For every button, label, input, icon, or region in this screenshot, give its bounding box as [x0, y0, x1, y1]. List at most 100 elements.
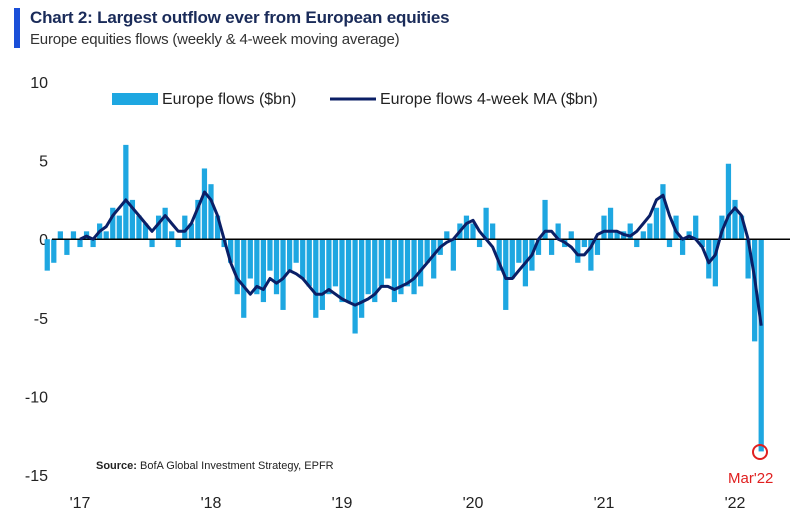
flow-bar [195, 199, 201, 240]
flow-bar [385, 239, 391, 279]
flow-bar [228, 239, 234, 263]
flow-bar [149, 239, 155, 248]
x-axis-labels: '17 '18 '19 '20 '21 '22 [70, 495, 746, 512]
flow-bar [175, 239, 181, 248]
flow-bar [345, 239, 352, 303]
flow-bar [725, 163, 732, 240]
flow-bar [699, 239, 705, 248]
flow-bar [555, 223, 561, 240]
flow-bar [201, 168, 208, 240]
legend-bar-swatch [112, 93, 158, 105]
source-text: BofA Global Investment Strategy, EPFR [140, 460, 334, 472]
flow-bar [653, 207, 660, 240]
flow-bar [254, 239, 260, 295]
flow-bar [640, 231, 646, 240]
flow-bar [182, 215, 188, 240]
flow-bar [64, 239, 70, 255]
flow-bar [594, 239, 601, 255]
flow-bar [359, 239, 365, 318]
flow-bar [548, 239, 555, 255]
flow-bar [660, 184, 666, 240]
y-tick-label: 5 [39, 154, 48, 171]
flow-bar [44, 239, 50, 271]
x-tick-label: '22 [725, 495, 746, 512]
flow-bar [234, 239, 240, 295]
flow-bar [365, 239, 371, 295]
flow-bar [142, 223, 149, 240]
flow-bar [293, 239, 299, 263]
flow-bar [90, 239, 96, 248]
flow-bar [431, 239, 437, 279]
flow-bar [470, 223, 476, 240]
flow-bar [476, 239, 483, 248]
source-note: Source: BofA Global Investment Strategy,… [96, 460, 334, 472]
chart-subtitle: Europe equities flows (weekly & 4-week m… [30, 31, 400, 48]
flow-bar [450, 239, 456, 271]
flow-bar [123, 144, 129, 240]
flow-bar [483, 207, 489, 240]
flow-bar [404, 239, 411, 287]
flow-bar [588, 239, 594, 271]
flow-bar [627, 223, 633, 240]
y-tick-label: -15 [25, 468, 48, 485]
flow-bar [313, 239, 319, 318]
flow-bar [417, 239, 424, 287]
flow-bar [391, 239, 398, 303]
flow-bar [103, 231, 109, 240]
flow-bar [260, 239, 267, 303]
flow-bar [542, 199, 548, 240]
flow-bar [169, 231, 175, 240]
flow-bar [706, 239, 712, 279]
flow-bar [647, 223, 653, 240]
flow-bar [712, 239, 718, 287]
chart-title: Chart 2: Largest outflow ever from Europ… [30, 8, 450, 27]
legend-bar-label: Europe flows ($bn) [162, 91, 296, 108]
flow-bar [634, 239, 640, 248]
flow-bar [719, 215, 725, 240]
annotation-label: Mar'22 [728, 470, 773, 487]
flow-bar [286, 239, 293, 271]
y-tick-label: -10 [25, 389, 48, 406]
flow-bar [509, 239, 515, 279]
flow-bar [444, 231, 450, 240]
flow-bars [44, 144, 764, 452]
x-tick-label: '18 [201, 495, 222, 512]
flow-bar [581, 239, 587, 248]
y-tick-label: 0 [39, 232, 48, 249]
flow-bar [738, 215, 745, 240]
flow-bar [306, 239, 312, 287]
source-label: Source: [96, 460, 137, 472]
flow-bar [319, 239, 325, 310]
flow-bar [601, 215, 607, 240]
y-axis-labels: 10 5 0 -5 -10 -15 [25, 75, 48, 485]
flow-bar [110, 207, 116, 240]
flow-bar [352, 239, 358, 334]
flow-bar [535, 239, 542, 255]
flow-bar [490, 223, 496, 240]
flow-bar [326, 239, 332, 295]
flow-bar [247, 239, 253, 279]
flow-bar [188, 223, 194, 240]
flow-bar [273, 239, 280, 295]
flow-bar [136, 215, 142, 240]
flow-bar [339, 239, 345, 303]
flow-bar [280, 239, 286, 310]
flow-bar [614, 231, 620, 240]
flow-bar [411, 239, 417, 295]
flow-bar [214, 215, 221, 240]
flow-bar [745, 239, 751, 279]
flow-bar [378, 239, 384, 287]
flow-bar [679, 239, 686, 255]
x-tick-label: '17 [70, 495, 91, 512]
flow-bar [607, 207, 614, 240]
flow-bar [693, 215, 699, 240]
title-accent-bar [14, 8, 20, 48]
x-tick-label: '21 [594, 495, 615, 512]
flow-bar [208, 184, 214, 240]
flow-bar [496, 239, 502, 271]
flow-bar [51, 239, 57, 263]
ma-line-series [79, 190, 763, 326]
flow-bar [758, 239, 764, 452]
flow-bar [424, 239, 430, 263]
